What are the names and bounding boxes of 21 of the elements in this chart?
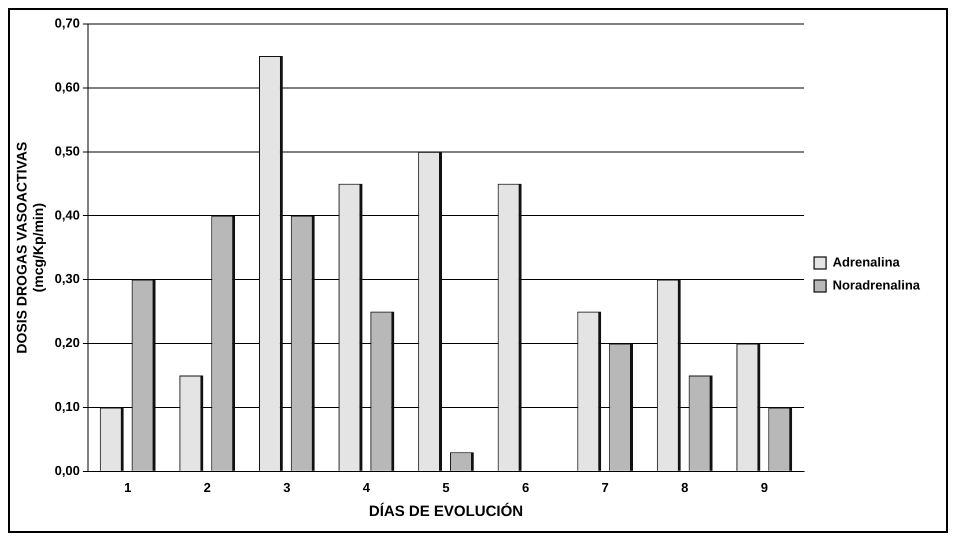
legend-label: Adrenalina — [832, 254, 901, 270]
x-tick-label: 9 — [760, 480, 768, 495]
x-axis-title: DÍAS DE EVOLUCIÓN — [368, 502, 524, 520]
y-tick-label: 0,50 — [54, 143, 80, 158]
y-axis-title: DOSIS DROGAS VASOACTIVAS (mcg/Kp/min) — [13, 142, 46, 354]
x-tick-label: 8 — [681, 480, 688, 495]
y-tick-label: 0,60 — [54, 79, 80, 94]
x-tick-label: 2 — [204, 480, 211, 495]
y-tick-label: 0,00 — [54, 462, 80, 478]
y-tick-label: 0,10 — [54, 399, 80, 414]
x-tick-label: 3 — [283, 480, 290, 495]
y-tick-label: 0,70 — [54, 16, 80, 31]
y-tick-label: 0,20 — [54, 335, 80, 350]
x-tick-label: 4 — [362, 480, 371, 495]
y-tick-label: 0,30 — [54, 271, 80, 286]
y-tick-label: 0,40 — [54, 207, 80, 222]
x-tick-label: 6 — [522, 480, 530, 495]
x-tick-label: 7 — [602, 480, 609, 495]
legend-label: Noradrenalina — [832, 278, 921, 293]
x-tick-label: 1 — [124, 480, 132, 495]
x-tick-label: 5 — [442, 480, 450, 495]
